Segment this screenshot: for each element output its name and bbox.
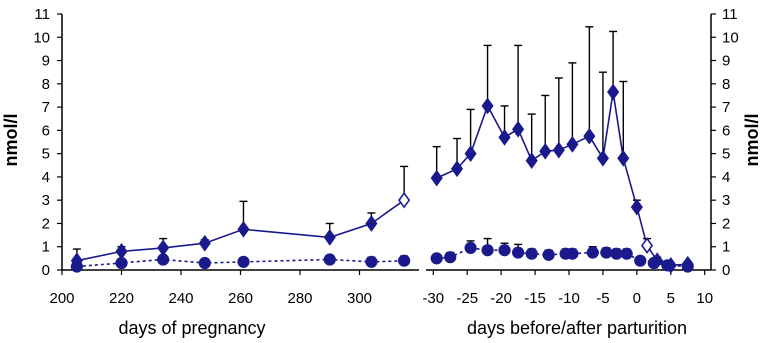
right-diamond-point [464, 145, 477, 163]
left-y-axis-label: nmol/l [1, 114, 21, 167]
left-x-tick-label: 300 [347, 290, 372, 307]
left-circle-point [70, 260, 83, 273]
left-circle-point [398, 254, 411, 267]
right-diamond-point [539, 142, 552, 160]
right-circle-point [542, 248, 555, 261]
right-diamond-point [481, 97, 494, 115]
right-x-tick-label: -5 [596, 290, 609, 307]
right-x-tick-label: -15 [524, 290, 546, 307]
right-x-tick-label: 10 [696, 290, 713, 307]
right-y-tick-label: 10 [722, 29, 739, 46]
right-x-tick-label: 5 [667, 290, 675, 307]
left-circle-point [237, 255, 250, 268]
right-circle-point [444, 251, 457, 264]
panel-pregnancy: 0 1 2 3 4 5 6 7 8 9 10 11 200 220 240 260 280 300 [33, 6, 419, 307]
right-diamond-point [451, 160, 464, 178]
right-circle-point [681, 260, 694, 273]
left-x-tick-label: 280 [287, 290, 312, 307]
right-diamond-point [596, 149, 609, 167]
left-x-tick-label: 220 [109, 290, 134, 307]
right-x-tick-label: -25 [456, 290, 478, 307]
left-y-tick-label: 7 [42, 99, 50, 116]
left-y-tick-label: 2 [42, 215, 50, 232]
left-series-diamond-line [76, 199, 405, 262]
right-circle-point [512, 246, 525, 259]
left-y-tick-label: 0 [42, 262, 50, 279]
right-diamond-point [630, 198, 643, 216]
left-y-tick-label: 1 [42, 239, 50, 256]
right-circle-point [498, 244, 511, 257]
right-y-tick-label: 6 [722, 122, 730, 139]
right-circle-point [586, 246, 599, 259]
left-y-tick-label: 11 [34, 6, 50, 23]
right-x-tick-label: -20 [490, 290, 512, 307]
right-diamond-point [525, 152, 538, 169]
left-diamond-point [398, 191, 411, 209]
left-y-tick-label: 3 [42, 192, 50, 209]
right-y-tick-label: 9 [722, 53, 730, 70]
right-diamond-point [607, 83, 620, 101]
right-diamond-point [498, 128, 511, 146]
left-y-tick-label: 8 [42, 76, 50, 93]
left-diamond-point [323, 229, 336, 246]
left-diamond-point [198, 234, 211, 252]
right-circle-point [620, 247, 633, 260]
right-diamond-point [641, 237, 654, 254]
right-x-axis-label: days before/after parturition [467, 318, 687, 338]
left-series-circle-line [76, 258, 405, 268]
right-diamond-point [583, 127, 596, 145]
left-x-tick-label: 240 [168, 290, 193, 307]
left-diamond-point [365, 215, 378, 232]
right-diamond-point [512, 120, 525, 138]
right-circle-point [634, 254, 647, 267]
right-circle-point [430, 252, 443, 265]
left-circle-point [323, 253, 336, 266]
right-y-tick-label: 1 [722, 239, 730, 256]
right-y-axis-label: nmol/l [742, 114, 762, 167]
right-y-tick-label: 11 [722, 6, 738, 23]
right-y-tick-label: 0 [722, 262, 730, 279]
right-diamond-point [617, 149, 630, 167]
left-circle-point [365, 255, 378, 268]
left-y-tick-label: 5 [42, 146, 50, 163]
right-circle-point [566, 247, 579, 260]
right-diamond-point [552, 141, 565, 159]
right-circle-point [661, 259, 674, 272]
left-circle-point [157, 253, 170, 266]
left-x-tick-label: 260 [228, 290, 253, 307]
left-diamond-point [237, 220, 250, 238]
right-circle-point [647, 256, 660, 270]
right-y-tick-label: 4 [722, 169, 730, 186]
left-x-axis-label: days of pregnancy [118, 318, 265, 338]
right-x-tick-label: -30 [422, 290, 444, 307]
left-circle-point [198, 256, 211, 270]
panel-parturition: 0 1 2 3 4 5 6 7 8 9 10 11 -30 -25 -20 -15 -10 -5 0 5 10 [422, 6, 738, 307]
left-y-tick-label: 6 [42, 122, 50, 139]
right-y-tick-label: 8 [722, 76, 730, 93]
left-diamond-point [157, 239, 170, 257]
left-x-tick-label: 200 [49, 290, 74, 307]
left-y-tick-label: 10 [33, 29, 50, 46]
right-circle-point [525, 247, 538, 260]
left-circle-point [115, 256, 128, 270]
left-y-tick-label: 9 [42, 53, 50, 70]
right-y-tick-label: 2 [722, 215, 730, 232]
right-y-tick-label: 5 [722, 146, 730, 163]
left-y-tick-label: 4 [42, 169, 50, 186]
right-circle-point [610, 247, 623, 260]
right-diamond-point [566, 135, 579, 153]
right-circle-point [464, 241, 477, 254]
right-x-tick-label: -10 [558, 290, 580, 307]
right-circle-point [481, 244, 494, 257]
right-series-diamond-line [436, 91, 688, 267]
right-diamond-point [430, 169, 443, 187]
right-circle-point [600, 246, 613, 259]
right-x-tick-label: 0 [633, 290, 641, 307]
right-y-tick-label: 7 [722, 99, 730, 116]
right-y-tick-label: 3 [722, 192, 730, 209]
